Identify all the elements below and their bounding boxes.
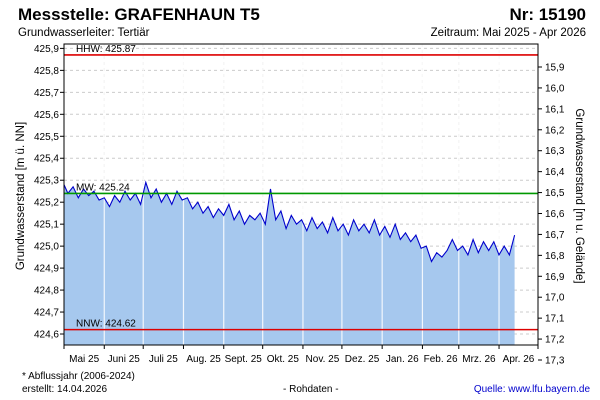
y-tick-label: 425,0 — [34, 242, 59, 253]
y-tick-label: 425,1 — [34, 220, 59, 231]
period-label: Zeitraum: Mai 2025 - Apr 2026 — [430, 27, 586, 39]
x-tick-label: Juli 25 — [149, 354, 178, 365]
rawdata-label: - Rohdaten - — [283, 384, 339, 395]
water-level-area — [64, 182, 515, 345]
y-tick-label: 425,9 — [34, 44, 59, 55]
x-tick-label: Mrz. 26 — [462, 354, 496, 365]
y-tick-label: 424,7 — [34, 308, 59, 319]
source-link[interactable]: Quelle: www.lfu.bayern.de — [473, 384, 590, 395]
y2-tick-label: 15,9 — [545, 63, 565, 74]
y-tick-label: 425,6 — [34, 110, 59, 121]
reference-label: MW: 425.24 — [76, 182, 130, 193]
footnote: * Abflussjahr (2006-2024) — [22, 371, 135, 382]
y2-tick-label: 16,6 — [545, 209, 565, 220]
aquifer-label: Grundwasserleiter: Tertiär — [18, 27, 150, 39]
y2-tick-label: 16,3 — [545, 146, 565, 157]
y-tick-label: 424,9 — [34, 264, 59, 275]
created-date: erstellt: 14.04.2026 — [22, 384, 108, 395]
y2-tick-label: 16,0 — [545, 83, 565, 94]
y2-tick-label: 16,1 — [545, 104, 565, 115]
reference-label: HHW: 425.87 — [76, 44, 136, 55]
y-tick-label: 425,3 — [34, 176, 59, 187]
x-tick-label: Aug. 25 — [186, 354, 221, 365]
y-tick-label: 424,6 — [34, 330, 59, 341]
x-tick-label: Feb. 26 — [424, 354, 458, 365]
y2-tick-label: 16,8 — [545, 251, 565, 262]
y-tick-label: 425,7 — [34, 88, 59, 99]
y2-tick-label: 16,2 — [545, 125, 565, 136]
y2-tick-label: 16,9 — [545, 272, 565, 283]
y2-tick-label: 16,4 — [545, 167, 565, 178]
x-tick-label: Mai 25 — [69, 354, 99, 365]
y-tick-label: 425,4 — [34, 154, 59, 165]
y-tick-label: 424,8 — [34, 286, 59, 297]
y2-tick-label: 17,0 — [545, 293, 565, 304]
x-tick-label: Dez. 25 — [345, 354, 380, 365]
water-level-line — [63, 180, 516, 263]
reference-label: NNW: 424.62 — [76, 319, 136, 330]
y-axis-title: Grundwasserstand [m ü. NN] — [15, 122, 27, 270]
x-tick-label: Okt. 25 — [267, 354, 300, 365]
y2-tick-label: 16,7 — [545, 230, 565, 241]
station-title: Messstelle: GRAFENHAUN T5 — [18, 5, 260, 24]
station-number: Nr: 15190 — [509, 5, 586, 24]
x-tick-label: Nov. 25 — [306, 354, 340, 365]
y-tick-label: 425,5 — [34, 132, 59, 143]
y-tick-label: 425,8 — [34, 66, 59, 77]
y2-tick-label: 17,3 — [545, 356, 565, 367]
plot-frame — [63, 43, 539, 346]
x-tick-label: Juni 25 — [108, 354, 141, 365]
x-tick-label: Apr. 26 — [503, 354, 535, 365]
y2-tick-label: 16,5 — [545, 188, 565, 199]
y2-tick-label: 17,1 — [545, 314, 565, 325]
y2-axis-title: Grundwasserstand [m u. Gelände] — [573, 108, 585, 283]
y-tick-label: 425,2 — [34, 198, 59, 209]
x-tick-label: Sept. 25 — [225, 354, 263, 365]
y2-tick-label: 17,2 — [545, 335, 565, 346]
x-tick-label: Jan. 26 — [386, 354, 419, 365]
